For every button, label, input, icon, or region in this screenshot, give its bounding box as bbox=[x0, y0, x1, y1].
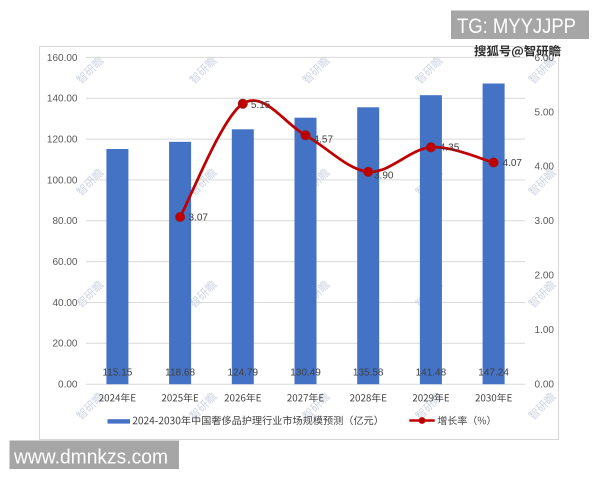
svg-text:0.00: 0.00 bbox=[535, 380, 555, 391]
svg-text:4.35: 4.35 bbox=[440, 143, 460, 154]
svg-text:40.00: 40.00 bbox=[52, 298, 77, 309]
svg-text:TG: MYYJJPP: TG: MYYJJPP bbox=[457, 14, 576, 38]
svg-text:160.00: 160.00 bbox=[47, 53, 78, 64]
svg-text:147.24: 147.24 bbox=[478, 368, 509, 379]
svg-text:www.dmnkzs.com: www.dmnkzs.com bbox=[13, 447, 168, 469]
svg-text:80.00: 80.00 bbox=[52, 216, 77, 227]
svg-text:3.07: 3.07 bbox=[189, 213, 209, 224]
svg-text:120.00: 120.00 bbox=[47, 135, 78, 146]
svg-text:4.57: 4.57 bbox=[314, 135, 334, 146]
svg-text:4.07: 4.07 bbox=[503, 158, 523, 169]
svg-text:0.00: 0.00 bbox=[58, 380, 78, 391]
svg-text:1.00: 1.00 bbox=[535, 325, 555, 336]
svg-text:115.15: 115.15 bbox=[102, 368, 132, 379]
svg-text:5.15: 5.15 bbox=[251, 100, 271, 111]
svg-text:140.00: 140.00 bbox=[47, 94, 78, 105]
svg-text:60.00: 60.00 bbox=[52, 257, 77, 268]
svg-text:130.49: 130.49 bbox=[290, 368, 321, 379]
svg-text:141.48: 141.48 bbox=[416, 368, 447, 379]
svg-text:4.00: 4.00 bbox=[535, 162, 555, 173]
svg-text:5.00: 5.00 bbox=[535, 107, 555, 118]
svg-text:124.79: 124.79 bbox=[228, 368, 259, 379]
svg-text:2.00: 2.00 bbox=[535, 271, 555, 282]
svg-text:3.00: 3.00 bbox=[535, 216, 555, 227]
svg-text:118.68: 118.68 bbox=[165, 368, 195, 379]
svg-text:3.90: 3.90 bbox=[374, 170, 394, 181]
svg-text:6.00: 6.00 bbox=[535, 53, 555, 64]
svg-text:135.58: 135.58 bbox=[353, 368, 384, 379]
svg-text:100.00: 100.00 bbox=[47, 175, 78, 186]
svg-text:20.00: 20.00 bbox=[52, 339, 77, 350]
